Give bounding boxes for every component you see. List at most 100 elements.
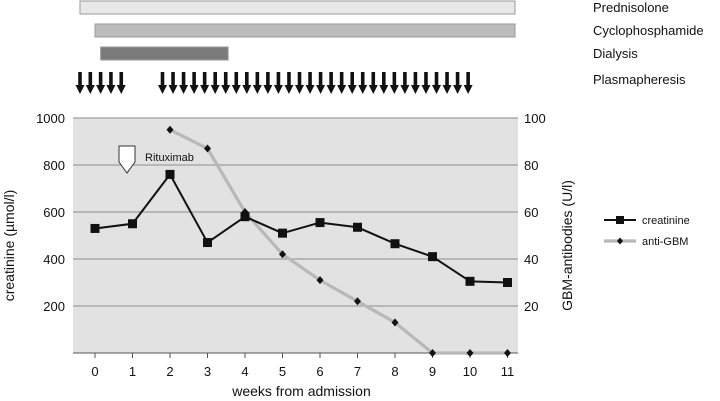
data-point-creatinine: [465, 276, 475, 286]
series-line-anti-gbm: [169, 128, 508, 355]
data-point-anti-gbm: [504, 349, 511, 357]
data-point-creatinine: [428, 252, 437, 262]
data-point-creatinine: [90, 223, 100, 233]
timeline-bar-dialysis: [100, 46, 229, 61]
plasmapheresis-arrow-icon: [273, 72, 283, 94]
legend-marker: [617, 237, 623, 245]
plasmapheresis-arrow-icon: [421, 72, 431, 94]
plasmapheresis-arrow-icon: [263, 72, 273, 94]
data-point-anti-gbm: [354, 297, 361, 306]
plasmapheresis-arrow-icon: [116, 72, 126, 94]
data-point-anti-gbm: [316, 276, 324, 285]
plasmapheresis-arrow-icon: [106, 72, 116, 94]
plasmapheresis-arrow-icon: [400, 72, 410, 94]
annotation-label: Rituximab: [145, 152, 194, 164]
gridlines: [73, 117, 518, 307]
data-point-creatinine: [390, 239, 400, 249]
annotations: Rituximab: [118, 145, 194, 174]
plasmapheresis-arrow-icon: [379, 72, 389, 94]
data-point-creatinine: [315, 218, 325, 228]
y-tick-label: 1000: [36, 111, 65, 126]
y2-tick-label: 80: [524, 158, 538, 173]
plasmapheresis-arrow-icon: [295, 72, 305, 94]
plasmapheresis-arrow-icon: [453, 72, 463, 94]
y2-axis-title: GBM-antibodies (U/l): [559, 180, 575, 311]
plot-area: [73, 118, 518, 353]
x-tick-label: 11: [501, 364, 515, 379]
plasmapheresis-arrow-icon: [326, 72, 336, 94]
plasmapheresis-arrow-icon: [389, 72, 399, 94]
data-point-creatinine: [353, 222, 362, 232]
plasmapheresis-arrow-icon: [179, 72, 189, 94]
timeline-label: Plasmapheresis: [593, 72, 686, 87]
data-point-anti-gbm: [391, 318, 399, 327]
series-layer: [90, 125, 512, 357]
plasmapheresis-arrow-icon: [221, 72, 231, 94]
plasmapheresis-arrow-icon: [368, 72, 378, 94]
plasmapheresis-arrow-icon: [305, 72, 315, 94]
y-tick-label: 400: [43, 252, 65, 267]
plasmapheresis-arrow-icon: [432, 72, 442, 94]
data-point-creatinine: [240, 212, 250, 222]
data-point-creatinine: [203, 238, 212, 248]
plasmapheresis-arrow-icon: [158, 72, 167, 94]
legend-label: creatinine: [642, 215, 690, 227]
plasmapheresis-arrow-icon: [337, 72, 347, 94]
plasmapheresis-arrow-icon: [252, 72, 262, 94]
x-tick-label: 8: [391, 364, 398, 379]
y-tick-label: 200: [43, 299, 65, 314]
plasmapheresis-arrow-icon: [189, 72, 199, 94]
data-point-creatinine: [503, 278, 512, 287]
plasmapheresis-arrow-icon: [168, 72, 178, 94]
x-tick-label: 9: [429, 364, 436, 379]
plasmapheresis-arrow-icon: [316, 72, 326, 94]
legend-label: anti-GBM: [642, 236, 688, 248]
y-tick-label: 600: [43, 205, 65, 220]
x-tick-label: 5: [279, 364, 286, 379]
rituximab-marker-icon: [118, 145, 136, 174]
axes: 0 1 2 3 4 5 6 7 8 9 10 11 200 400 600 800 1000 20 40 60 80 10…: [36, 111, 546, 379]
x-tick-label: 0: [91, 364, 98, 379]
legend-marker: [616, 216, 624, 224]
y2-tick-label: 40: [524, 252, 538, 267]
y2-tick-label: 60: [524, 205, 538, 220]
x-tick-label: 10: [463, 364, 477, 379]
plasmapheresis-arrow-icon: [358, 72, 368, 94]
x-tick-label: 6: [316, 364, 323, 379]
plasmapheresis-arrow-icon: [200, 72, 210, 94]
plasmapheresis-arrow-icon: [410, 72, 420, 94]
x-tick-label: 4: [241, 364, 248, 379]
data-point-anti-gbm: [204, 144, 211, 153]
y-axis-title: creatinine (µmol/l): [1, 190, 17, 302]
plasmapheresis-arrow-icon: [442, 72, 452, 94]
x-tick-label: 2: [166, 364, 173, 379]
timeline-label: Cyclophosphamide: [593, 23, 704, 38]
timeline-label: Dialysis: [593, 46, 638, 61]
plasmapheresis-arrow-icon: [284, 72, 294, 94]
x-axis-title: weeks from admission: [231, 383, 371, 399]
data-point-anti-gbm: [429, 349, 436, 357]
treatment-timeline: Prednisolone Cyclophosphamide Dialysis: [79, 0, 704, 61]
timeline-bar-prednisolone: [79, 0, 516, 15]
data-point-creatinine: [278, 228, 287, 238]
x-tick-label: 7: [354, 364, 361, 379]
plasmapheresis-arrow-icon: [463, 72, 473, 94]
data-point-creatinine: [128, 219, 137, 229]
x-tick-label: 3: [204, 364, 211, 379]
plasmapheresis-arrow-icon: [242, 72, 252, 94]
plasmapheresis-arrow-icon: [231, 72, 241, 94]
timeline-label: Prednisolone: [593, 0, 669, 15]
plasmapheresis-arrow-icon: [347, 72, 357, 94]
plasmapheresis-arrow-icon: [210, 72, 220, 94]
plasmapheresis-arrow-icon: [96, 72, 106, 94]
data-point-anti-gbm: [166, 125, 174, 134]
data-point-anti-gbm: [279, 250, 286, 259]
plasmapheresis-arrow-icon: [75, 72, 85, 94]
y2-tick-label: 100: [524, 111, 546, 126]
data-point-anti-gbm: [466, 349, 474, 357]
timeline-bar-cyclophosphamide: [94, 23, 516, 38]
data-point-creatinine: [165, 169, 175, 179]
plasmapheresis-arrow-icon: [85, 72, 95, 94]
plasmapheresis-arrows: Plasmapheresis: [75, 72, 686, 94]
